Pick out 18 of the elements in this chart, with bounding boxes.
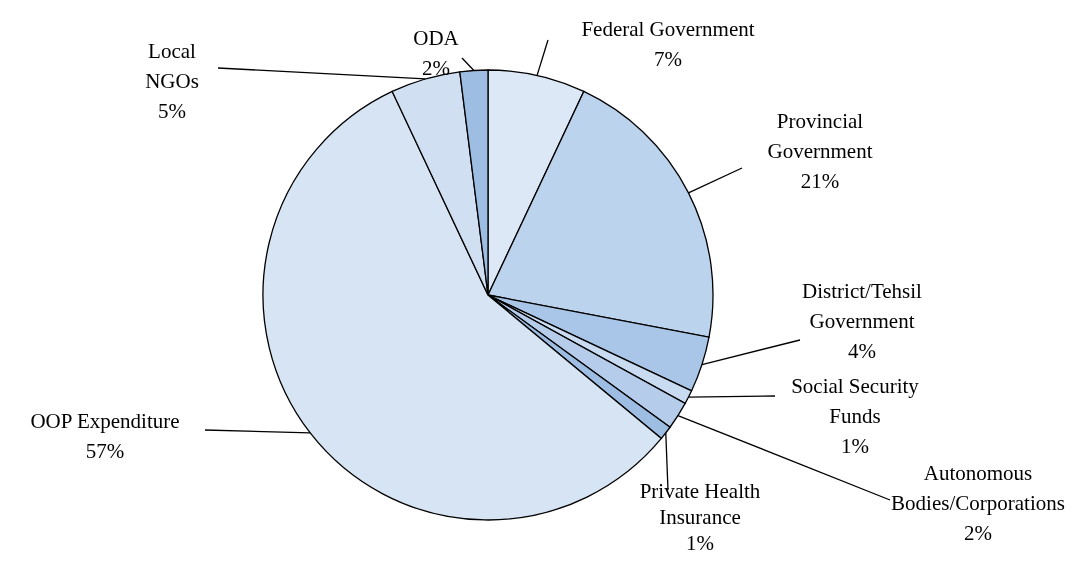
data-label: 1% [841,434,869,458]
slice-label: District/Tehsil Government [802,279,923,333]
data-label: 2% [422,56,450,80]
slice-label: Federal Government [581,17,755,41]
data-label: 2% [964,521,992,545]
slice-label: OOP Expenditure [30,409,180,433]
data-label: 5% [158,99,186,123]
slice-label: ODA [413,26,460,50]
data-label: 1% [686,531,714,555]
data-label: 57% [85,439,125,463]
slice-label: Social Security Funds [791,374,920,428]
data-label: 4% [848,339,876,363]
data-label: 21% [800,169,840,193]
slice-label: Private Health Insurance [639,479,761,529]
slice-label: Autonomous Bodies/Corporations [891,461,1065,515]
data-label: 7% [654,47,682,71]
slice-label: Local NGOs [145,39,199,93]
slice-label: Provincial Government [767,109,873,163]
